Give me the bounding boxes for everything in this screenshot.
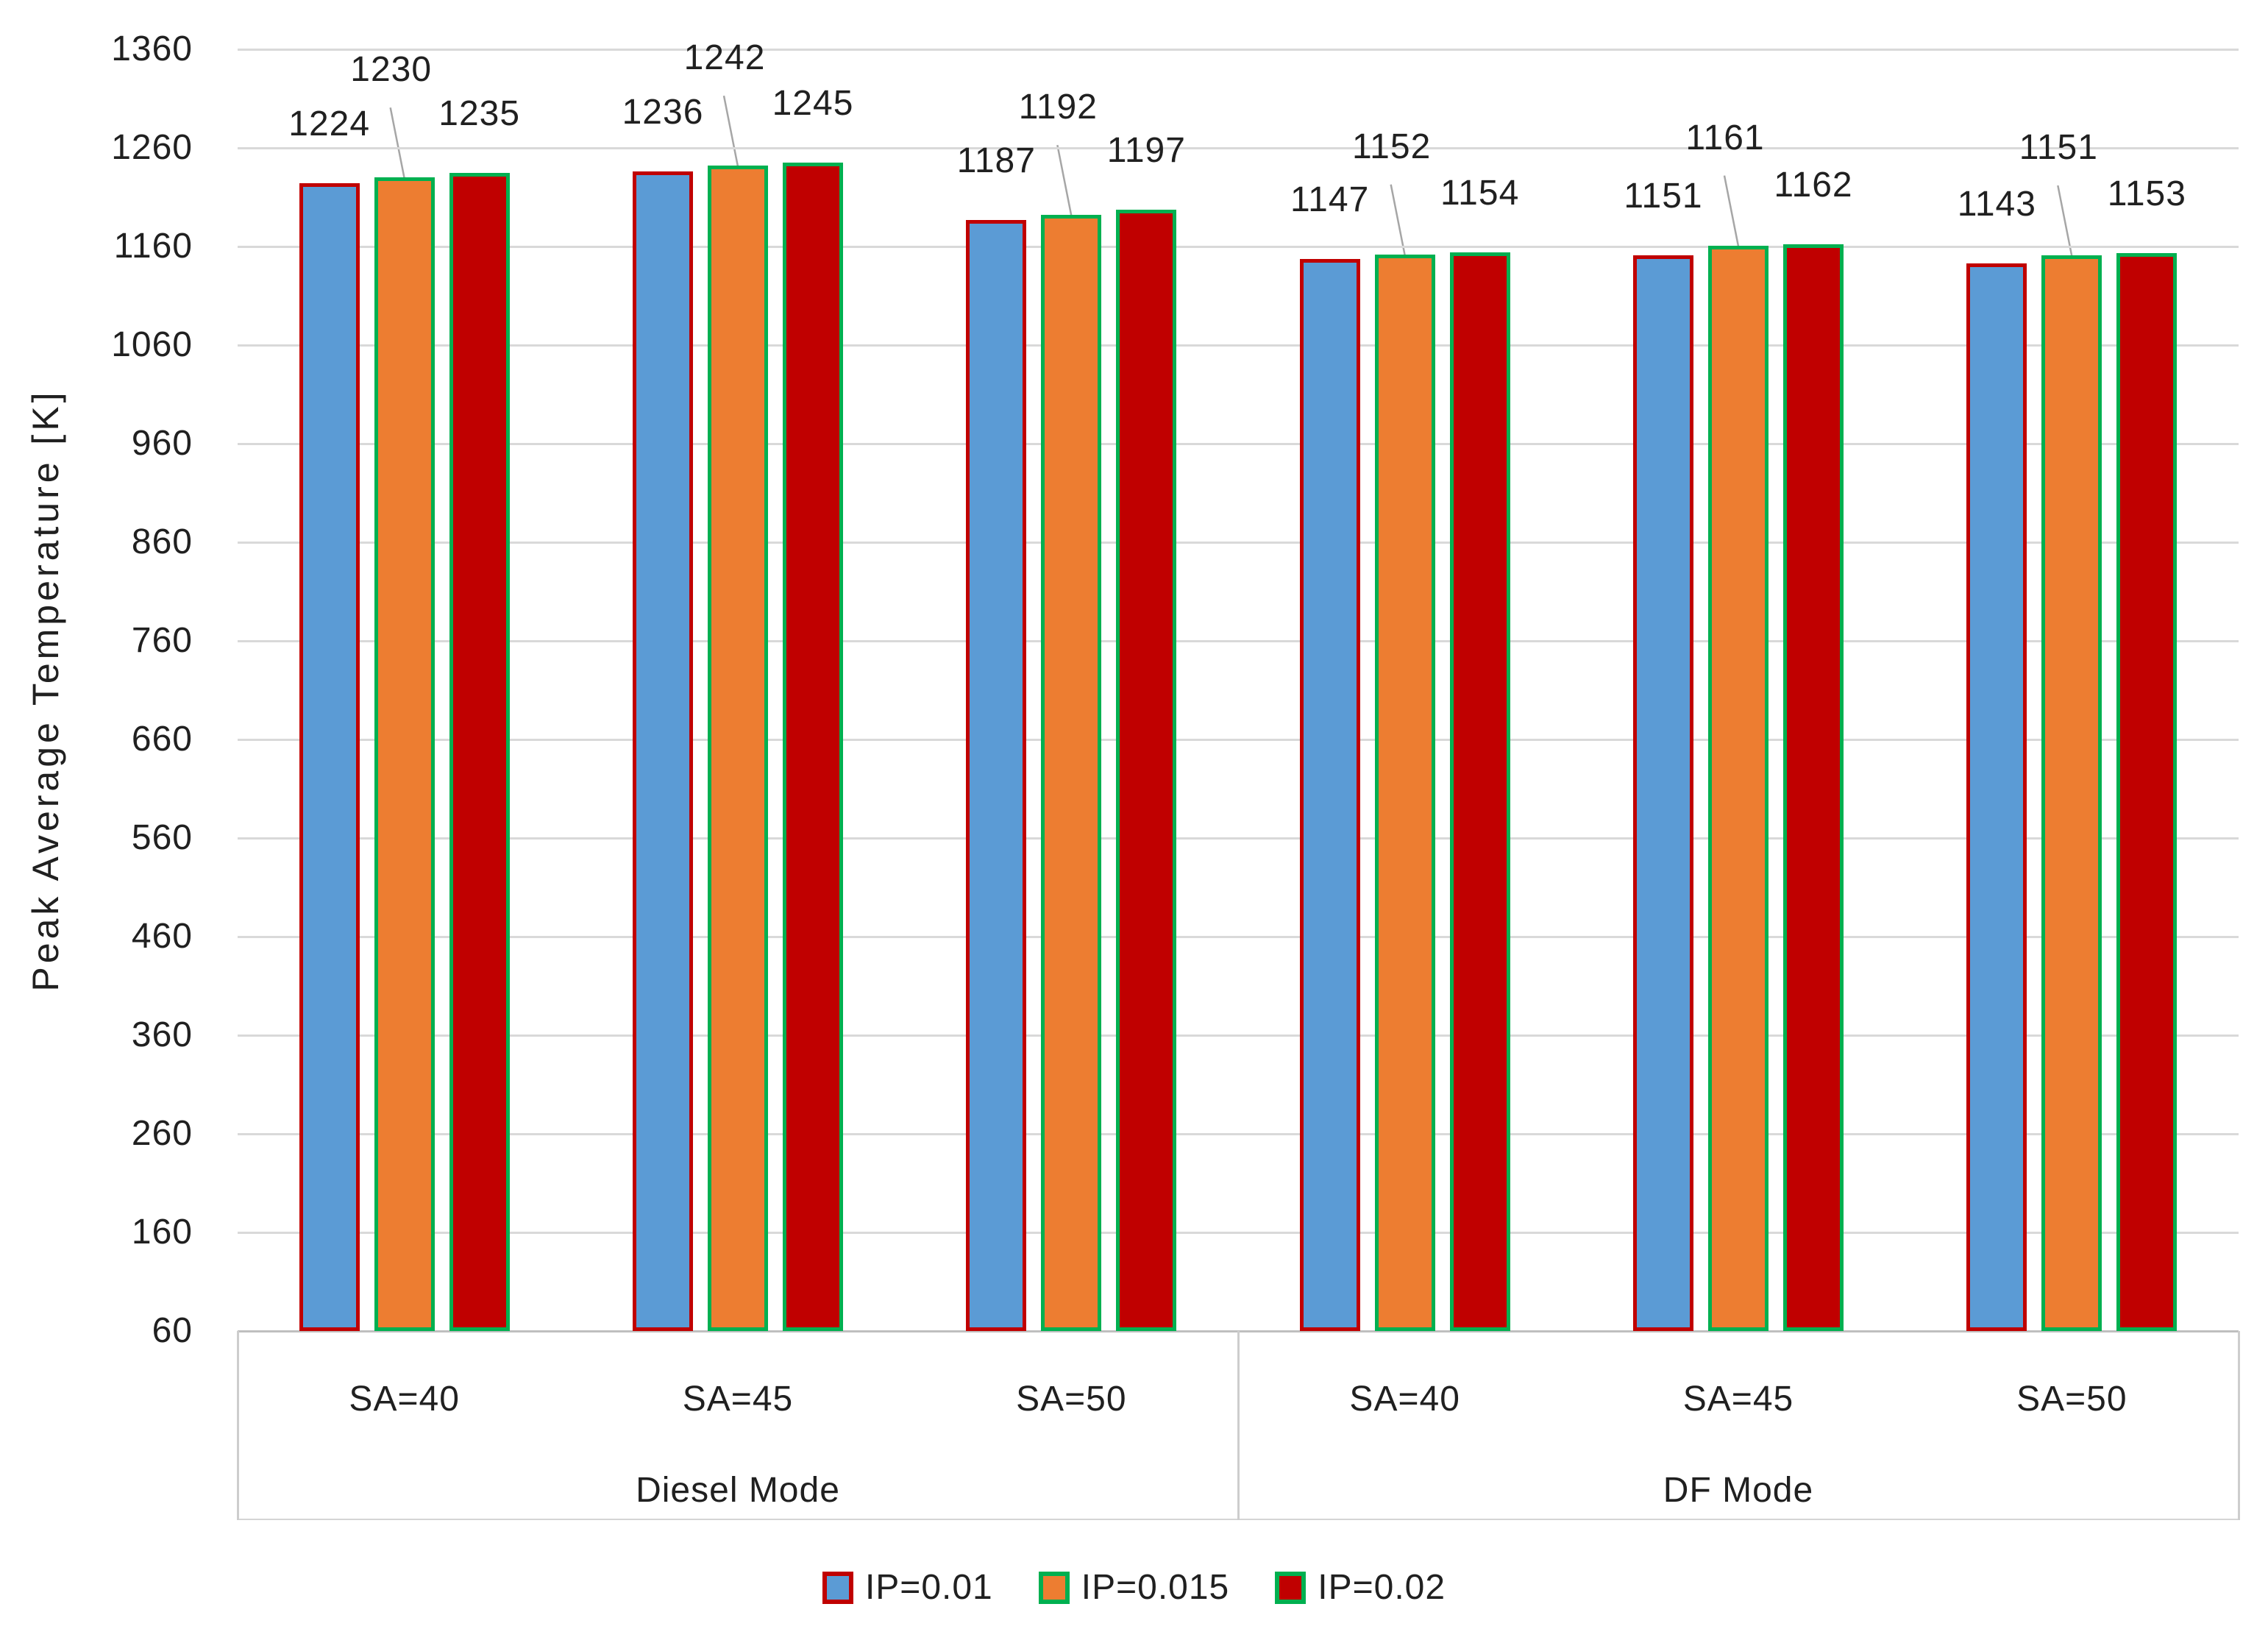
bar-ip-0-01 bbox=[1633, 255, 1693, 1331]
y-tick-label: 360 bbox=[131, 1015, 193, 1054]
leader-line bbox=[1056, 144, 1073, 216]
bar-ip-0-02 bbox=[449, 172, 510, 1331]
data-label: 1192 bbox=[1018, 88, 1098, 127]
y-tick-label: 460 bbox=[131, 917, 193, 956]
category-label: SA=45 bbox=[682, 1380, 794, 1419]
bar-ip-0-01 bbox=[1299, 259, 1360, 1331]
gridline-1360 bbox=[238, 48, 2239, 51]
y-tick-label: 60 bbox=[152, 1311, 193, 1350]
data-label: 1152 bbox=[1352, 127, 1432, 166]
data-label: 1224 bbox=[288, 104, 371, 144]
data-label: 1147 bbox=[1290, 180, 1370, 220]
y-tick-label: 660 bbox=[131, 720, 193, 759]
leader-line bbox=[2057, 185, 2073, 257]
y-tick-label: 960 bbox=[131, 424, 193, 463]
legend-label: IP=0.01 bbox=[864, 1568, 993, 1607]
leader-line bbox=[1390, 184, 1406, 255]
category-label: SA=40 bbox=[349, 1380, 460, 1419]
gridline-160 bbox=[238, 1231, 2239, 1234]
gridline-660 bbox=[238, 738, 2239, 741]
group-label: DF Mode bbox=[1663, 1471, 1814, 1510]
gridline-1160 bbox=[238, 245, 2239, 248]
gridline-1060 bbox=[238, 344, 2239, 347]
leader-line bbox=[722, 95, 739, 167]
bar-ip-0-01 bbox=[299, 183, 360, 1331]
group-label: Diesel Mode bbox=[636, 1471, 840, 1510]
data-label: 1143 bbox=[1957, 184, 2036, 224]
bar-ip-0-015 bbox=[1041, 215, 1102, 1331]
legend-label: IP=0.015 bbox=[1081, 1568, 1230, 1607]
y-tick-label: 860 bbox=[131, 522, 193, 561]
data-label: 1151 bbox=[1624, 177, 1703, 216]
gridline-260 bbox=[238, 1132, 2239, 1135]
data-label: 1242 bbox=[683, 38, 766, 78]
bar-ip-0-015 bbox=[1374, 254, 1435, 1331]
category-label: SA=50 bbox=[1016, 1380, 1127, 1419]
legend-swatch-icon bbox=[822, 1571, 853, 1604]
bar-ip-0-015 bbox=[374, 177, 435, 1331]
legend-label: IP=0.02 bbox=[1318, 1568, 1446, 1607]
data-label: 1154 bbox=[1440, 174, 1520, 213]
category-label: SA=50 bbox=[2016, 1380, 2127, 1419]
band-divider-0 bbox=[236, 1331, 239, 1520]
legend-item: IP=0.015 bbox=[1038, 1567, 1230, 1608]
bar-ip-0-015 bbox=[708, 166, 768, 1331]
bar-ip-0-015 bbox=[1708, 245, 1768, 1331]
band-divider-2 bbox=[2237, 1331, 2240, 1520]
band-divider-1 bbox=[1237, 1331, 1240, 1520]
bar-ip-0-01 bbox=[966, 219, 1027, 1331]
y-tick-label: 260 bbox=[131, 1114, 193, 1153]
bar-ip-0-01 bbox=[633, 171, 693, 1331]
legend-item: IP=0.02 bbox=[1275, 1567, 1446, 1608]
gridline-760 bbox=[238, 639, 2239, 642]
data-label: 1235 bbox=[438, 93, 521, 133]
y-tick-label: 160 bbox=[131, 1213, 193, 1252]
bar-ip-0-02 bbox=[1449, 252, 1510, 1331]
data-label: 1161 bbox=[1685, 118, 1765, 157]
y-tick-label: 1060 bbox=[111, 325, 193, 364]
leader-line bbox=[1723, 175, 1740, 246]
y-tick-label: 760 bbox=[131, 621, 193, 660]
data-label: 1230 bbox=[350, 50, 433, 90]
legend-swatch-icon bbox=[1038, 1571, 1070, 1604]
leader-line bbox=[389, 107, 405, 179]
data-label: 1187 bbox=[956, 141, 1036, 180]
bar-ip-0-015 bbox=[2041, 255, 2102, 1331]
y-tick-label: 1260 bbox=[111, 128, 193, 167]
category-label: SA=45 bbox=[1682, 1380, 1794, 1419]
gridline-860 bbox=[238, 541, 2239, 544]
data-label: 1245 bbox=[772, 84, 854, 124]
y-tick-label: 1360 bbox=[111, 29, 193, 68]
gridline-1260 bbox=[238, 146, 2239, 149]
data-label: 1153 bbox=[2107, 174, 2186, 214]
gridline-360 bbox=[238, 1034, 2239, 1037]
y-tick-label: 1160 bbox=[113, 227, 193, 266]
gridline-960 bbox=[238, 442, 2239, 445]
data-label: 1236 bbox=[622, 93, 704, 132]
data-label: 1151 bbox=[2019, 128, 2098, 168]
y-tick-label: 560 bbox=[131, 818, 193, 857]
legend: IP=0.01 IP=0.015 IP=0.02 bbox=[0, 1567, 2268, 1608]
bar-ip-0-01 bbox=[1966, 263, 2027, 1331]
category-label: SA=40 bbox=[1349, 1380, 1460, 1419]
gridline-460 bbox=[238, 935, 2239, 938]
bar-ip-0-02 bbox=[783, 163, 843, 1331]
legend-swatch-icon bbox=[1275, 1571, 1307, 1604]
bar-ip-0-02 bbox=[1116, 210, 1177, 1331]
data-label: 1162 bbox=[1774, 166, 1853, 205]
bar-ip-0-02 bbox=[2116, 253, 2178, 1331]
legend-item: IP=0.01 bbox=[822, 1567, 993, 1608]
gridline-560 bbox=[238, 837, 2239, 840]
data-label: 1197 bbox=[1106, 131, 1186, 171]
bar-ip-0-02 bbox=[1783, 244, 1844, 1331]
